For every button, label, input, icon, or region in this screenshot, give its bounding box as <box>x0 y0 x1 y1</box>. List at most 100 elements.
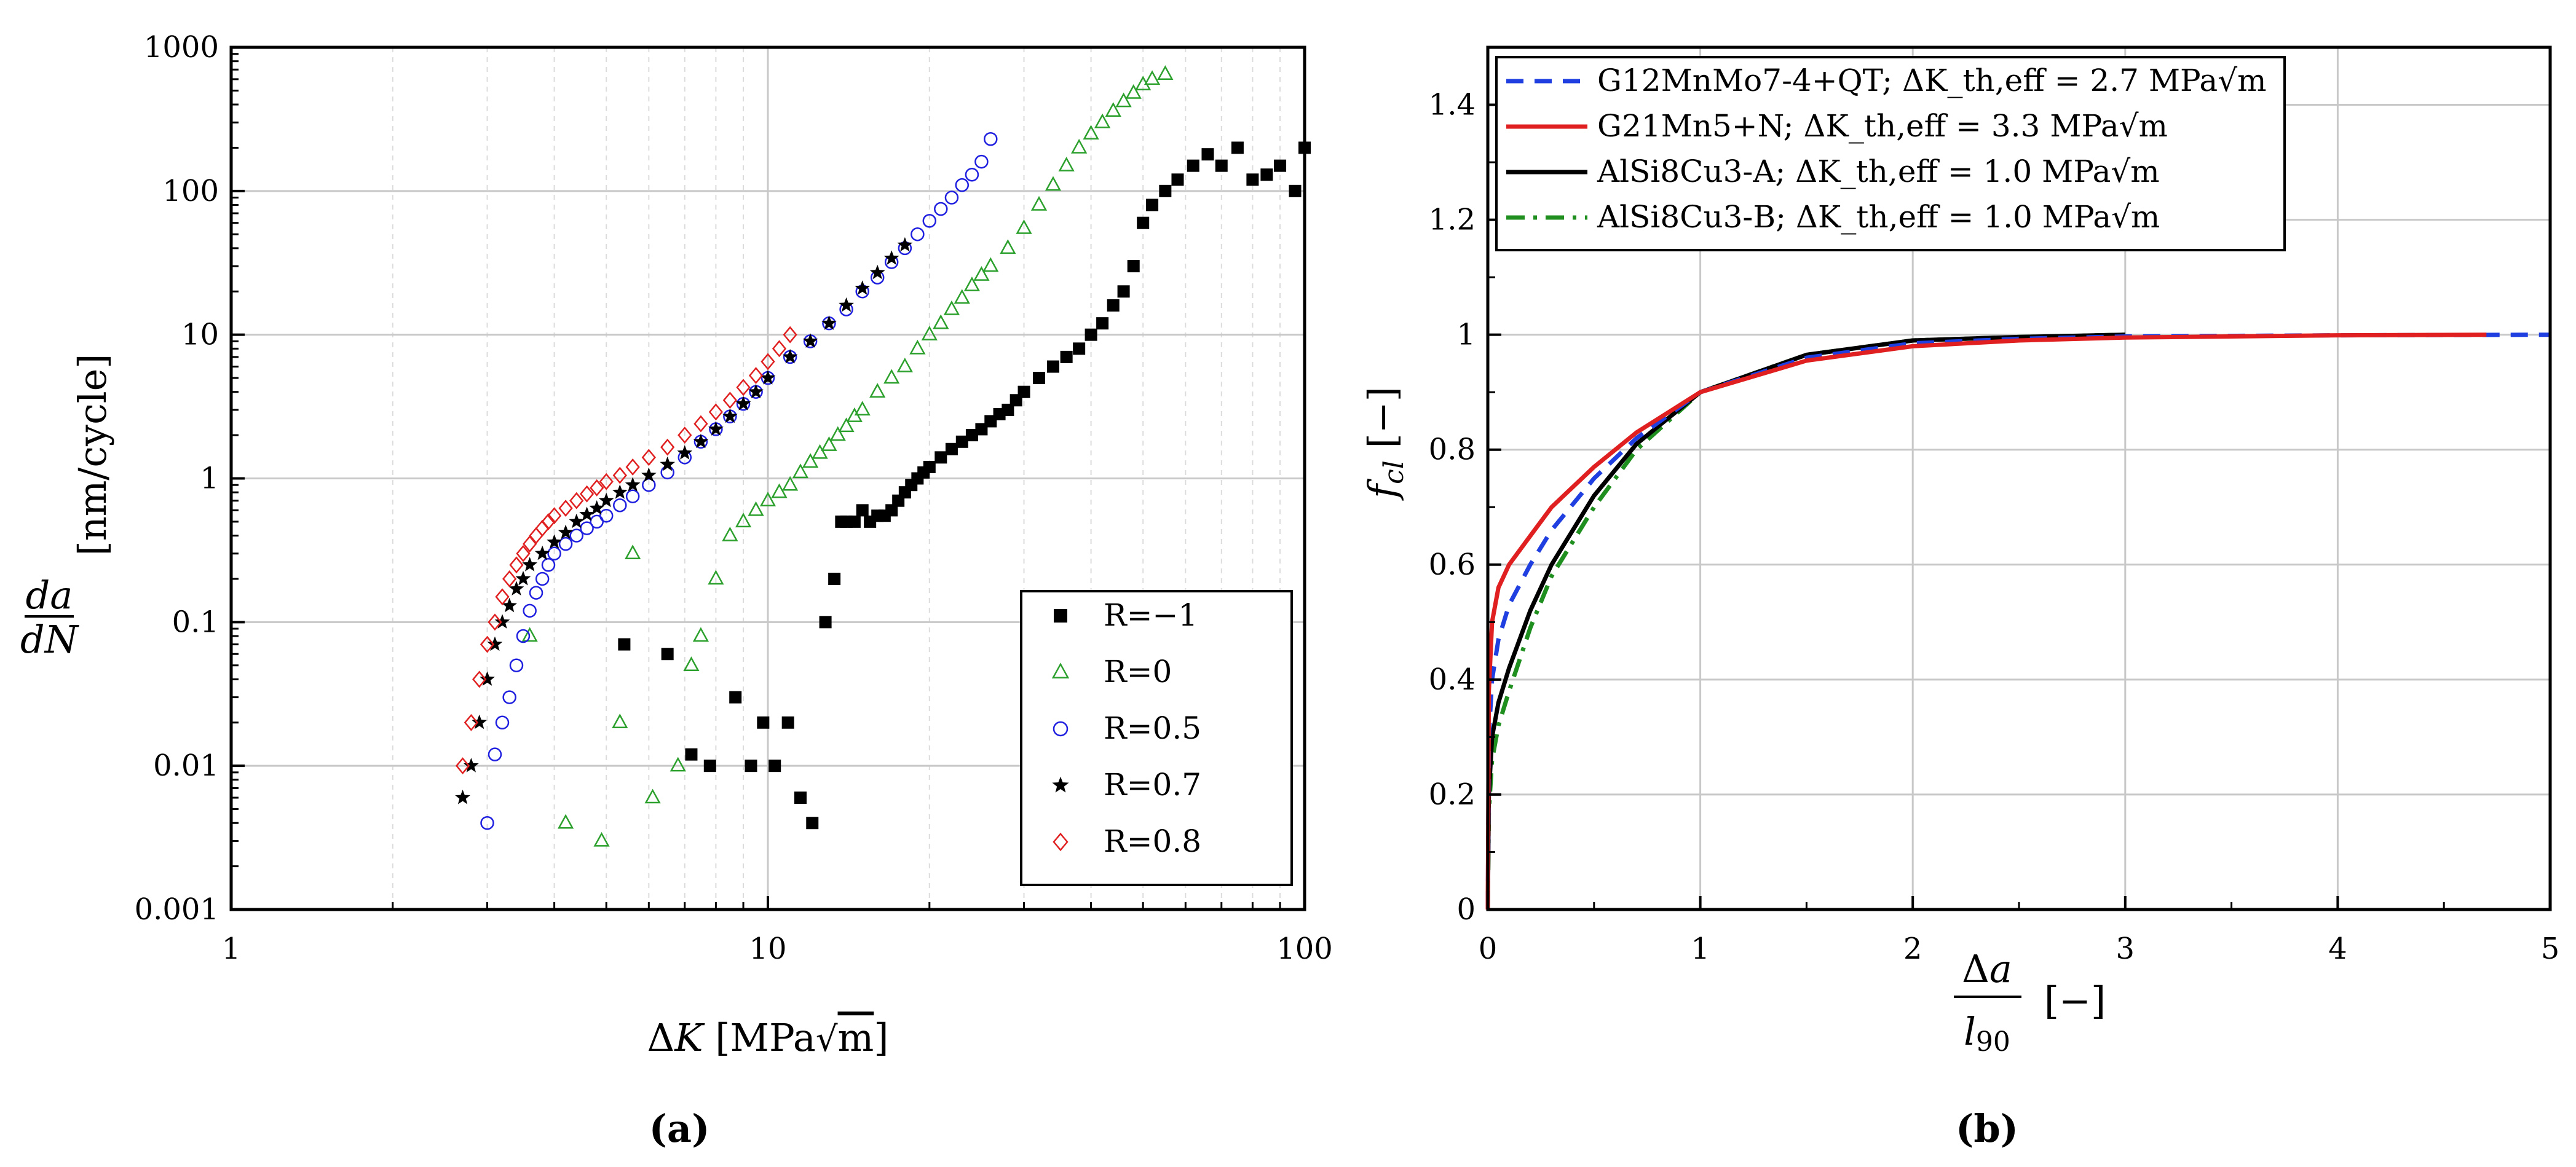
data-point <box>660 456 675 471</box>
series-diamond-points <box>455 326 797 775</box>
data-point <box>722 391 738 409</box>
data-point <box>708 421 724 436</box>
data-point <box>760 370 776 385</box>
data-point <box>480 815 494 830</box>
data-point <box>683 656 700 671</box>
data-point <box>590 479 604 497</box>
data-point <box>1071 138 1088 154</box>
y-tick-label: 0.01 <box>153 749 219 783</box>
data-point <box>923 460 936 473</box>
data-point <box>579 506 595 521</box>
data-point <box>455 790 470 804</box>
panel-a-legend-box <box>1020 590 1293 886</box>
data-point <box>768 760 781 772</box>
panel-a-ticks <box>230 53 1281 911</box>
data-point <box>839 297 854 312</box>
legend-entry-label: AlSi8Cu3-A; ΔK_th,eff = 1.0 MPa√m <box>1597 154 2160 189</box>
data-point <box>502 690 516 704</box>
data-point <box>557 814 574 829</box>
data-point <box>1032 372 1045 385</box>
data-point <box>883 250 899 265</box>
data-point <box>495 588 510 606</box>
y-tick-label: 0.1 <box>172 605 219 639</box>
panel-b-tick-labels: 0 1 2 3 4 5 0 0.2 0.4 0.6 0.8 1 1.2 1.4 <box>1429 88 2560 966</box>
legend-entry-label: G12MnMo7-4+QT; ΔK_th,eff = 2.7 MPa√m <box>1597 63 2267 98</box>
data-point <box>480 671 495 686</box>
data-point <box>1137 216 1150 229</box>
data-point <box>644 788 661 804</box>
data-point <box>782 476 799 491</box>
svg-text:l90: l90 <box>1964 1009 2010 1058</box>
panel-a-points <box>455 65 1311 847</box>
panel-b-ticks <box>1487 46 2551 911</box>
x-tick-label: 5 <box>2541 932 2560 966</box>
data-point <box>848 515 861 528</box>
panel-b-ylabel: fcl [−] <box>1360 387 1410 501</box>
legend-entry-label: R=−1 <box>1104 597 1198 633</box>
data-point <box>722 408 738 423</box>
data-point <box>1105 102 1121 117</box>
svg-text:[nm/cycle]: [nm/cycle] <box>70 354 115 556</box>
data-point <box>1146 198 1159 211</box>
data-point <box>488 747 502 761</box>
data-point <box>772 340 787 358</box>
data-point <box>748 501 764 516</box>
data-point <box>757 716 770 729</box>
data-point <box>1115 92 1132 108</box>
data-point <box>829 426 846 441</box>
data-point <box>535 519 550 537</box>
series-star-points <box>455 237 913 804</box>
data-point <box>547 534 562 549</box>
data-point <box>748 383 764 399</box>
data-point <box>1107 299 1120 312</box>
data-point <box>660 465 674 480</box>
y-tick-label: 1.2 <box>1429 203 1476 237</box>
data-point <box>1187 159 1199 172</box>
legend-marker-triangle <box>1051 662 1070 679</box>
data-point <box>771 483 788 498</box>
data-point <box>869 264 885 280</box>
data-point <box>1030 195 1048 211</box>
data-point <box>625 544 641 560</box>
data-point <box>1274 159 1287 172</box>
y-tick-label: 0.6 <box>1429 548 1476 582</box>
legend-entry-label: R=0.8 <box>1104 823 1201 859</box>
data-point <box>909 339 926 355</box>
data-point <box>558 500 573 517</box>
data-point <box>670 756 686 772</box>
data-point <box>693 433 709 449</box>
data-point <box>821 315 837 330</box>
data-point <box>678 426 692 444</box>
data-point <box>502 597 517 613</box>
data-point <box>569 513 585 528</box>
data-point <box>508 581 524 595</box>
data-point <box>896 357 913 372</box>
y-tick-label: 10 <box>181 318 219 352</box>
data-point <box>685 748 698 761</box>
data-point <box>509 556 524 574</box>
data-point <box>838 417 855 433</box>
data-point <box>1083 125 1099 140</box>
svg-text:Δa: Δa <box>1962 946 2012 991</box>
legend-entry-label: R=0 <box>1104 654 1172 690</box>
y-tick-label: 0.4 <box>1429 662 1476 697</box>
data-point <box>965 167 979 182</box>
data-point <box>541 513 556 530</box>
data-point <box>1085 328 1097 341</box>
x-tick-label: 1 <box>1691 932 1710 966</box>
data-point <box>944 191 959 205</box>
data-point <box>1289 184 1302 197</box>
data-point <box>1201 148 1214 161</box>
data-point <box>523 603 537 618</box>
data-point <box>1125 84 1142 99</box>
data-point <box>455 757 470 775</box>
x-tick-label: 4 <box>2328 932 2347 966</box>
x-tick-label: 1 <box>222 932 241 966</box>
data-point <box>934 451 947 464</box>
panel-a-tick-labels: 1 10 100 0.001 0.01 0.1 1 10 100 1000 <box>135 30 1333 966</box>
data-point <box>625 458 640 476</box>
data-point <box>1144 70 1161 85</box>
data-point <box>794 792 807 804</box>
